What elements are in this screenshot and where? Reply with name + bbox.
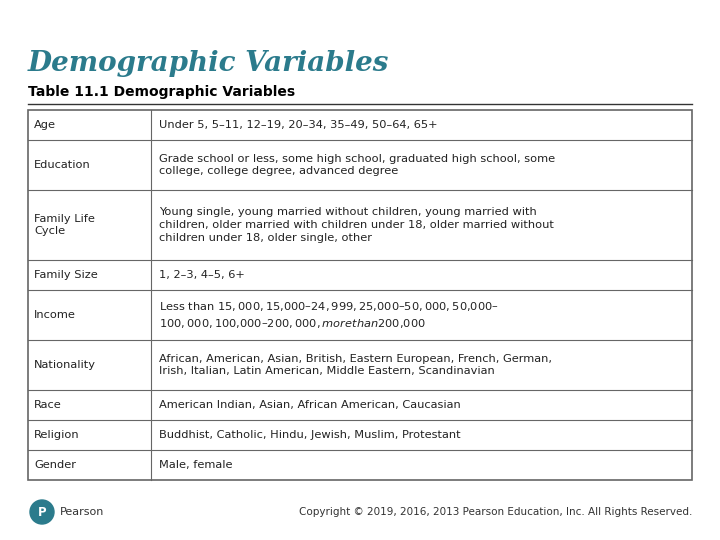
Text: African, American, Asian, British, Eastern European, French, German,
Irish, Ital: African, American, Asian, British, Easte… — [159, 354, 552, 376]
Text: Nationality: Nationality — [34, 360, 96, 370]
Text: Less than $15,000, $15,000–$24,999, $25,000–$50,000, $50,000–
$100,000, $100,000: Less than $15,000, $15,000–$24,999, $25,… — [159, 300, 498, 330]
Text: 1, 2–3, 4–5, 6+: 1, 2–3, 4–5, 6+ — [159, 270, 245, 280]
Text: Buddhist, Catholic, Hindu, Jewish, Muslim, Protestant: Buddhist, Catholic, Hindu, Jewish, Musli… — [159, 430, 461, 440]
Text: Gender: Gender — [34, 460, 76, 470]
Text: American Indian, Asian, African American, Caucasian: American Indian, Asian, African American… — [159, 400, 461, 410]
Text: Income: Income — [34, 310, 76, 320]
Text: Table 11.1 Demographic Variables: Table 11.1 Demographic Variables — [28, 85, 295, 99]
Text: Education: Education — [34, 160, 91, 170]
Text: Religion: Religion — [34, 430, 80, 440]
Text: Race: Race — [34, 400, 62, 410]
Text: Family Life
Cycle: Family Life Cycle — [34, 214, 95, 237]
Text: Age: Age — [34, 120, 56, 130]
Text: Male, female: Male, female — [159, 460, 233, 470]
Text: Demographic Variables: Demographic Variables — [28, 50, 390, 77]
Bar — [28, 110, 692, 480]
Text: Young single, young married without children, young married with
children, older: Young single, young married without chil… — [159, 207, 554, 243]
Text: Family Size: Family Size — [34, 270, 98, 280]
Text: P: P — [37, 505, 46, 518]
Text: Grade school or less, some high school, graduated high school, some
college, col: Grade school or less, some high school, … — [159, 153, 555, 177]
Text: Copyright © 2019, 2016, 2013 Pearson Education, Inc. All Rights Reserved.: Copyright © 2019, 2016, 2013 Pearson Edu… — [299, 507, 692, 517]
Text: Under 5, 5–11, 12–19, 20–34, 35–49, 50–64, 65+: Under 5, 5–11, 12–19, 20–34, 35–49, 50–6… — [159, 120, 437, 130]
Text: Pearson: Pearson — [60, 507, 104, 517]
Circle shape — [30, 500, 54, 524]
